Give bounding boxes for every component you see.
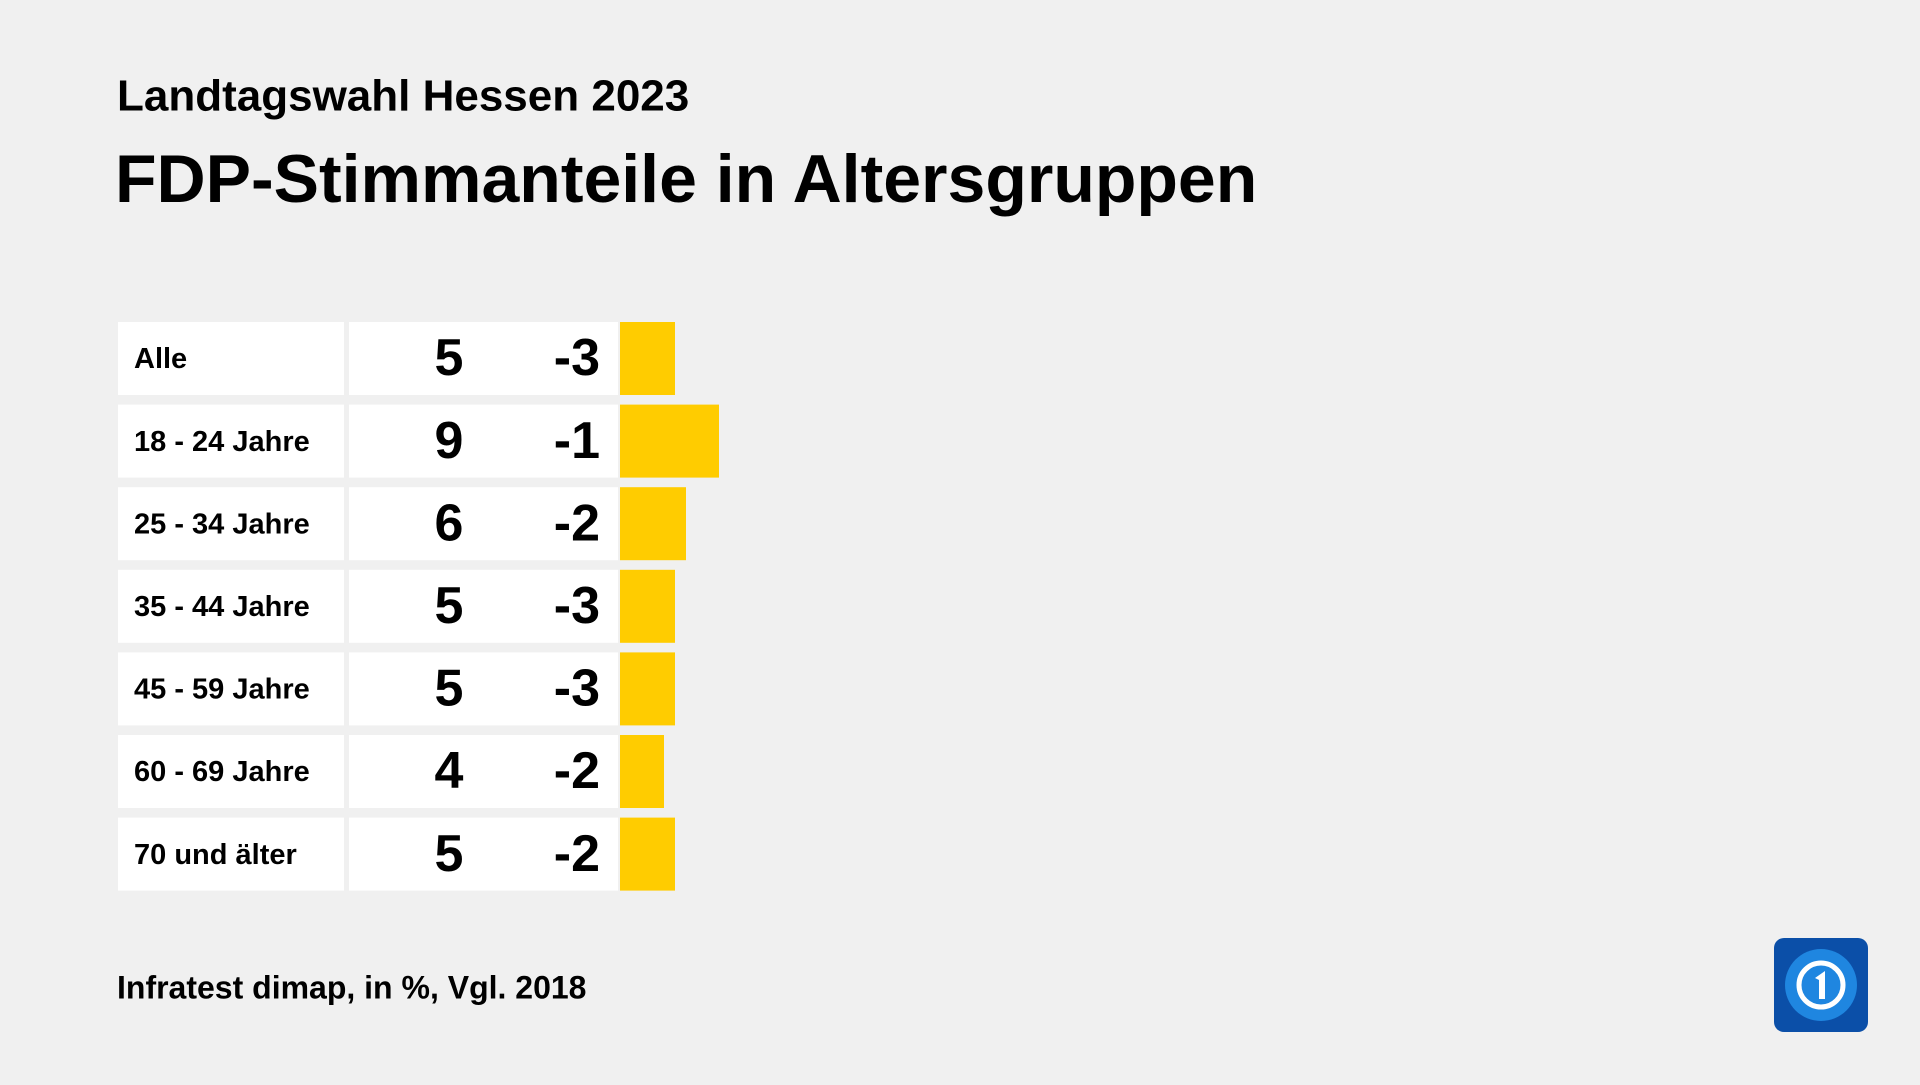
label-cell — [118, 404, 344, 478]
value-cell — [349, 487, 618, 561]
change-label: -2 — [554, 742, 600, 800]
change-label: -1 — [554, 412, 600, 470]
label-cell — [118, 487, 344, 561]
value-label: 5 — [435, 329, 464, 387]
label-cell — [118, 817, 344, 891]
category-label: 35 - 44 Jahre — [134, 591, 310, 623]
change-label: -3 — [554, 577, 600, 635]
value-cell — [349, 735, 618, 808]
value-label: 5 — [435, 825, 464, 883]
change-label: -3 — [554, 329, 600, 387]
label-cell — [118, 652, 344, 726]
category-label: 60 - 69 Jahre — [134, 756, 310, 788]
category-label: 70 und älter — [134, 839, 297, 871]
value-cell — [349, 817, 618, 891]
category-label: 18 - 24 Jahre — [134, 426, 310, 458]
logo-one — [1815, 971, 1825, 999]
rows: Alle 5 -3 18 - 24 Jahre 9 -1 25 - 34 Jahre 6 -2 3… — [118, 322, 719, 891]
value-cell — [349, 652, 618, 726]
change-label: -2 — [554, 825, 600, 883]
bar — [620, 322, 675, 395]
category-label: Alle — [134, 343, 187, 375]
change-label: -3 — [554, 660, 600, 718]
value-label: 5 — [435, 577, 464, 635]
value-label: 4 — [435, 742, 464, 800]
bar — [620, 569, 675, 643]
value-label: 6 — [435, 494, 464, 552]
bar — [620, 487, 686, 561]
bar — [620, 404, 719, 478]
category-label: 25 - 34 Jahre — [134, 508, 310, 540]
bar — [620, 817, 675, 891]
change-label: -2 — [554, 494, 600, 552]
value-label: 5 — [435, 660, 464, 718]
label-cell — [118, 322, 344, 395]
category-label: 45 - 59 Jahre — [134, 674, 310, 706]
logo-ring — [1796, 960, 1846, 1010]
chart-subtitle: Landtagswahl Hessen 2023 — [117, 72, 689, 121]
chart-title: FDP-Stimmanteile in Altersgruppen — [115, 141, 1257, 217]
logo — [1774, 938, 1868, 1032]
bar — [620, 735, 664, 808]
source-note: Infratest dimap, in %, Vgl. 2018 — [117, 969, 586, 1005]
value-label: 9 — [435, 412, 464, 470]
label-cell — [118, 569, 344, 643]
bar — [620, 652, 675, 726]
value-cell — [349, 569, 618, 643]
value-cell — [349, 322, 618, 395]
label-cell — [118, 735, 344, 808]
value-cell — [349, 404, 618, 478]
